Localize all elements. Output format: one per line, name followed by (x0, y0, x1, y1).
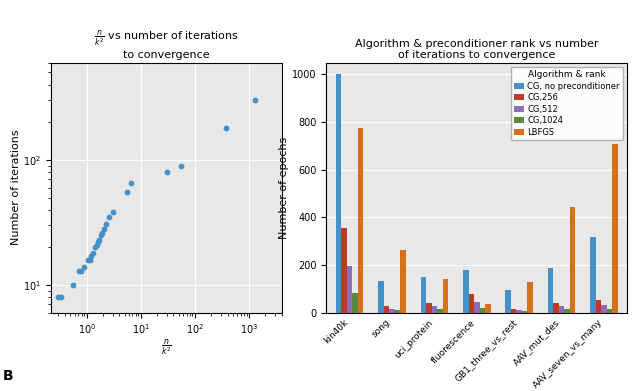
Bar (468, 294, 474, 313)
Point (94, 237, 104, 243)
Bar (336, 74, 342, 313)
Bar (590, 237, 596, 313)
Point (99, 226, 109, 232)
Bar (426, 303, 432, 313)
Bar (437, 308, 443, 313)
Bar (511, 308, 516, 313)
Bar (463, 270, 468, 313)
Bar (395, 310, 401, 313)
Bar (401, 249, 406, 313)
Point (104, 214, 115, 220)
Point (250, 97, 260, 103)
Bar (432, 306, 437, 313)
Point (79, 264, 90, 270)
Title: $\frac{n}{k^2}$ vs number of iterations
to convergence: $\frac{n}{k^2}$ vs number of iterations … (94, 29, 239, 60)
Bar (353, 292, 358, 313)
Point (101, 221, 111, 227)
Bar (570, 207, 575, 313)
Bar (612, 143, 618, 313)
Point (125, 180, 136, 187)
Point (93, 239, 103, 245)
Point (161, 169, 172, 175)
Point (68, 282, 78, 288)
Point (88, 250, 98, 256)
Bar (420, 277, 426, 313)
Point (74, 268, 84, 274)
Bar (342, 228, 347, 313)
Bar (522, 311, 527, 313)
Bar (564, 308, 570, 313)
Point (90, 244, 100, 251)
Bar (506, 290, 511, 313)
Point (56, 294, 66, 300)
Bar (596, 300, 601, 313)
Point (85, 256, 95, 263)
Bar (559, 306, 564, 313)
Bar (347, 266, 353, 313)
Bar (443, 280, 448, 313)
Title: Algorithm & preconditioner rank vs number
of iterations to convergence: Algorithm & preconditioner rank vs numbe… (355, 39, 598, 60)
Bar (479, 308, 485, 313)
Point (53, 294, 63, 300)
Bar (601, 305, 607, 313)
Text: B: B (3, 369, 14, 383)
Bar (607, 309, 612, 313)
Y-axis label: Number of epochs: Number of epochs (280, 136, 289, 239)
Point (122, 189, 132, 196)
Bar (485, 305, 491, 313)
Point (83, 256, 93, 263)
Point (95, 232, 106, 239)
Bar (384, 306, 389, 313)
Legend: CG, no preconditioner, CG,256, CG,512, CG,1024, LBFGS: CG, no preconditioner, CG,256, CG,512, C… (511, 67, 623, 140)
Bar (389, 308, 395, 313)
Point (221, 125, 232, 131)
Point (97, 230, 107, 236)
Bar (474, 302, 479, 313)
Point (86, 253, 96, 259)
Bar (527, 282, 533, 313)
Bar (358, 128, 364, 313)
X-axis label: $\frac{n}{k^2}$: $\frac{n}{k^2}$ (161, 338, 172, 358)
Y-axis label: Number of iterations: Number of iterations (11, 130, 20, 246)
Point (108, 209, 118, 215)
Point (76, 268, 86, 274)
Point (92, 242, 102, 248)
Bar (553, 303, 559, 313)
Bar (378, 281, 384, 313)
Bar (516, 310, 522, 313)
Point (176, 163, 186, 169)
Bar (548, 267, 553, 313)
